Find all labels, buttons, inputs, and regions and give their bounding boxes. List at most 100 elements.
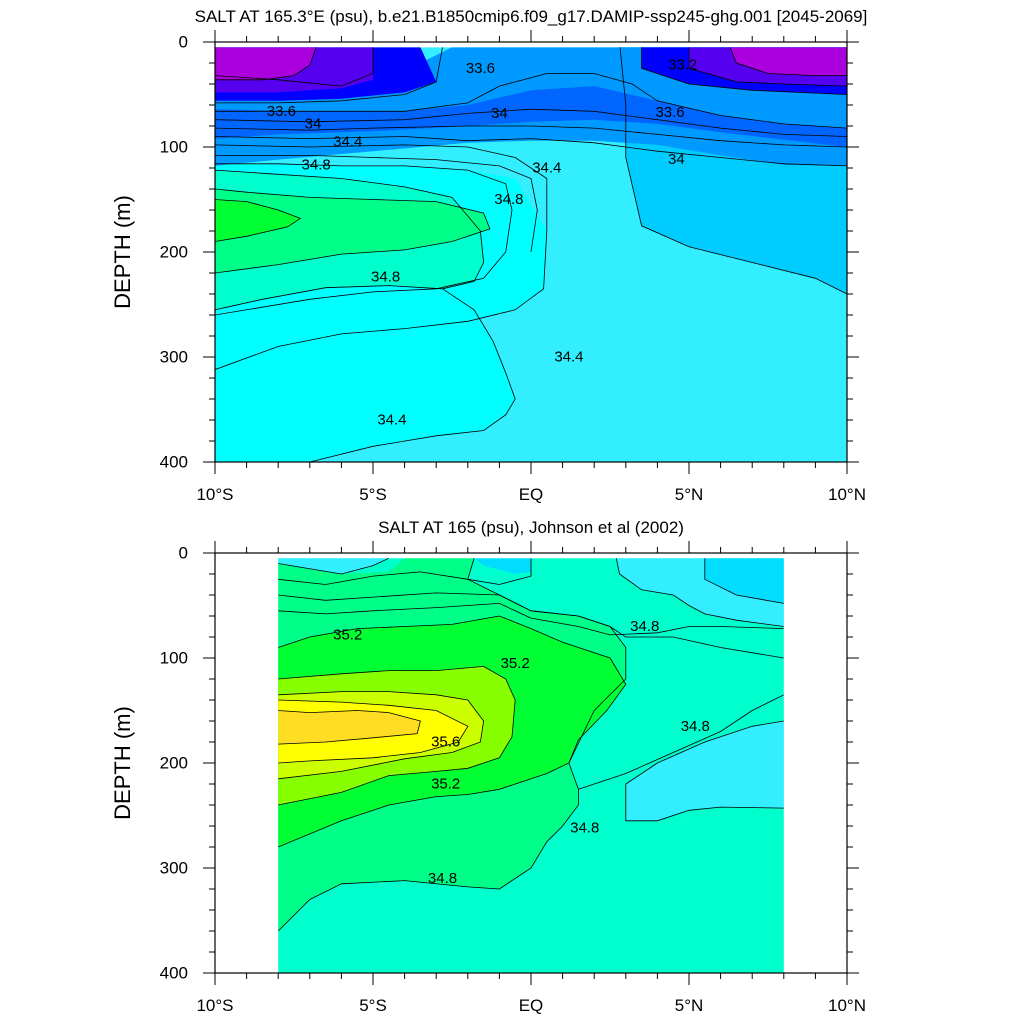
svg-text:34.8: 34.8 [371,269,400,286]
contour-label: 33.6 [655,104,684,121]
salinity-band-3 [215,199,301,242]
svg-text:34: 34 [491,105,508,122]
contour-line-1 [215,47,443,104]
svg-text:35.2: 35.2 [333,626,362,643]
x-tick-label: 5°S [359,996,387,1015]
x-tick-label: 5°S [359,485,387,504]
svg-text:34.4: 34.4 [554,349,583,366]
svg-text:34.8: 34.8 [570,820,599,837]
contour-label: 34.8 [570,820,599,837]
x-tick-label: 10°S [196,485,233,504]
contour-label: 34.4 [554,349,583,366]
svg-text:34.4: 34.4 [333,133,362,150]
contour-line-4 [278,615,627,848]
svg-text:34: 34 [305,115,322,132]
y-axis-label: DEPTH (m) [110,195,135,309]
contour-line-15 [688,47,847,87]
contour-line-14 [578,694,784,790]
y-tick-label: 400 [160,964,188,983]
contour-label: 33.6 [267,103,296,120]
contour-line-1 [278,558,532,585]
contour-label: 34.8 [428,870,457,887]
y-tick-label: 300 [160,348,188,367]
y-axis-label: DEPTH (m) [110,706,135,820]
svg-text:33.6: 33.6 [655,104,684,121]
salinity-band-12 [730,47,847,76]
y-tick-label: 200 [160,754,188,773]
contour-label: 34.4 [333,133,362,150]
contour-line-11 [704,558,784,604]
salinity-band-6 [278,710,421,745]
contour-line-3 [278,602,784,636]
contour-panel-2: 35.2 34.8 35.2 35.6 34.8 35.2 34.8 34.8 0 100 200 3… [110,518,866,1015]
salinity-band-11 [215,47,317,80]
svg-text:35.6: 35.6 [431,734,460,751]
x-tick-label: 5°N [675,996,704,1015]
svg-text:34.4: 34.4 [532,160,561,177]
salinity-field [278,558,784,973]
contour-label: 34.8 [494,191,523,208]
svg-text:34.8: 34.8 [681,718,710,735]
svg-text:33.6: 33.6 [267,103,296,120]
contour-line-8 [215,163,513,316]
svg-text:34.8: 34.8 [428,870,457,887]
x-tick-label: 10°N [828,485,866,504]
contour-label: 34.4 [532,160,561,177]
contour-line-6 [278,691,485,780]
chart-title: SALT AT 165.3°E (psu), b.e21.B1850cmip6.… [195,7,868,26]
contour-line-5 [215,136,847,167]
salinity-band-9 [625,721,784,821]
contour-line-10 [615,558,784,627]
x-tick-label: 10°S [196,996,233,1015]
contour-label: 33.6 [466,60,495,77]
x-tick-label: EQ [519,996,544,1015]
contour-line-7 [215,154,538,253]
contour-line-13 [619,47,847,295]
contour-label: 35.2 [333,626,362,643]
contour-label: 35.2 [431,776,460,793]
contour-line-6 [215,144,548,370]
svg-text:34.8: 34.8 [494,191,523,208]
contour-line-2 [215,73,847,129]
contour-line-13 [625,720,784,785]
contour-line-12 [625,784,784,822]
contour-label: 34.8 [302,156,331,173]
chart-title: SALT AT 165 (psu), Johnson et al (2002) [378,518,684,537]
salinity-band-6 [215,86,847,147]
contour-line-10 [215,188,491,274]
y-tick-label: 200 [160,243,188,262]
contour-label: 33.2 [668,57,697,74]
svg-text:35.2: 35.2 [431,776,460,793]
salinity-band-10 [704,558,784,604]
x-tick-label: EQ [519,485,544,504]
contour-label: 34 [491,105,508,122]
contour-line-5 [278,665,516,806]
salinity-band-11 [474,558,531,574]
svg-text:34: 34 [668,151,685,168]
svg-text:34.8: 34.8 [302,156,331,173]
salinity-field [215,47,847,462]
y-tick-label: 400 [160,453,188,472]
contour-line-8 [278,710,421,745]
svg-text:35.2: 35.2 [501,655,530,672]
svg-text:33.2: 33.2 [668,57,697,74]
svg-text:34.4: 34.4 [377,412,406,429]
contour-line-11 [215,199,302,242]
y-tick-label: 0 [179,544,188,563]
x-tick-label: 10°N [828,996,866,1015]
contour-line-7 [278,699,469,764]
contour-label: 34.8 [681,718,710,735]
contour-line-9 [215,169,485,311]
contour-line-0 [278,558,389,575]
salinity-band-7 [278,558,389,574]
y-tick-label: 300 [160,859,188,878]
contour-line-14 [641,47,847,95]
contour-label: 35.6 [431,734,460,751]
contour-line-12 [309,288,516,462]
contour-line-17 [729,47,847,76]
y-tick-label: 100 [160,649,188,668]
contour-line-16 [215,47,317,81]
svg-text:33.6: 33.6 [466,60,495,77]
